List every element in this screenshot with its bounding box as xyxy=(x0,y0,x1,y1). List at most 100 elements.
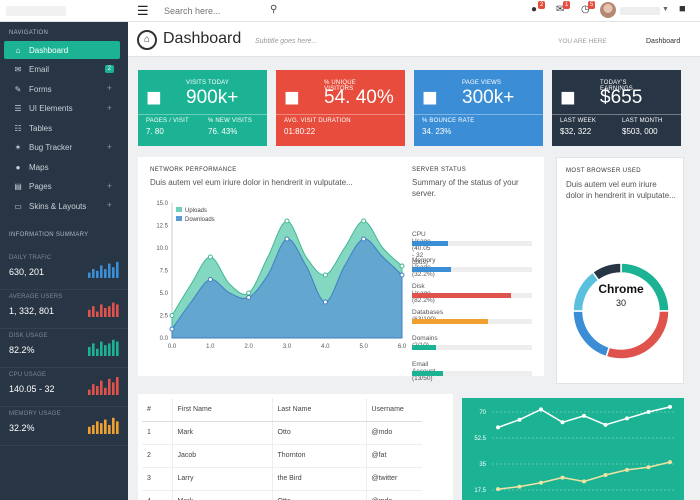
data-point[interactable] xyxy=(322,299,328,305)
legend-swatch xyxy=(176,207,182,212)
table-row[interactable]: 3 Larry the Bird @twitter xyxy=(142,466,422,490)
data-point[interactable] xyxy=(560,475,565,480)
expand-icon[interactable]: + xyxy=(106,200,112,210)
network-performance-panel: NETWORK PERFORMANCE Duis autem vel eum i… xyxy=(138,157,544,382)
x-tick-label: 2.0 xyxy=(244,344,253,350)
data-point[interactable] xyxy=(284,218,290,224)
data-point[interactable] xyxy=(539,407,543,412)
data-point[interactable] xyxy=(207,277,213,282)
sidebar-item-skins-layouts[interactable]: ▭ Skins & Layouts + xyxy=(4,197,120,215)
sidebar-item-forms[interactable]: ✎ Forms + xyxy=(4,80,120,98)
data-point[interactable] xyxy=(322,272,328,278)
sidebar-item-tables[interactable]: ☷ Tables xyxy=(4,119,120,137)
data-point[interactable] xyxy=(496,487,500,492)
chat-icon[interactable]: ■ xyxy=(679,3,686,15)
data-point[interactable] xyxy=(517,484,522,489)
spark-bar xyxy=(104,345,107,356)
clock-icon[interactable]: ◷ xyxy=(581,4,590,15)
breadcrumb[interactable]: Dashboard xyxy=(646,38,681,45)
sidebar-item-ui-elements[interactable]: ☰ UI Elements + xyxy=(4,100,120,118)
data-point[interactable] xyxy=(582,413,586,418)
spark-bar xyxy=(116,261,119,278)
menu-toggle-icon[interactable]: ☰ xyxy=(137,3,149,18)
sidebar-item-label: Email xyxy=(29,65,50,74)
data-point[interactable] xyxy=(625,467,629,472)
envelope-icon[interactable]: ✉ xyxy=(556,4,565,15)
data-point[interactable] xyxy=(361,218,367,224)
user-name-placeholder[interactable] xyxy=(620,7,660,15)
data-point[interactable] xyxy=(207,254,213,260)
data-point[interactable] xyxy=(399,272,405,278)
data-point[interactable] xyxy=(646,410,651,414)
sparkline-bars xyxy=(88,302,119,317)
data-point[interactable] xyxy=(625,416,629,421)
expand-icon[interactable]: + xyxy=(106,180,112,191)
stat-card[interactable]: ■ VISITS TODAY 900k+ PAGES / VISIT 7. 80 % NE… xyxy=(138,70,267,146)
data-point[interactable] xyxy=(603,473,608,477)
data-point[interactable] xyxy=(668,460,672,465)
spark-bar xyxy=(108,306,111,317)
breadcrumb-label: YOU ARE HERE xyxy=(558,38,607,45)
donut-slice[interactable] xyxy=(572,310,611,358)
data-point[interactable] xyxy=(668,404,672,409)
data-point[interactable] xyxy=(582,479,586,484)
brand-logo[interactable] xyxy=(6,6,66,16)
data-point[interactable] xyxy=(246,290,252,296)
table-row[interactable]: 1 Mark Otto @mdo xyxy=(142,420,422,444)
table-header[interactable]: # xyxy=(142,398,172,422)
data-point[interactable] xyxy=(560,420,565,425)
expand-icon[interactable]: + xyxy=(106,141,112,152)
spark-bar xyxy=(116,341,119,356)
data-point[interactable] xyxy=(169,326,175,332)
sidebar-item-bug-tracker[interactable]: ✶ Bug Tracker + xyxy=(4,139,120,157)
card-stat: 76. 43% xyxy=(208,127,238,136)
expand-icon[interactable]: + xyxy=(106,102,112,113)
sidebar-item-email[interactable]: ✉ Email 2 xyxy=(4,61,120,79)
donut-slice[interactable] xyxy=(605,310,670,360)
envelope-icon: ✉ xyxy=(14,65,22,74)
search-input[interactable] xyxy=(157,2,285,20)
info-label: MEMORY USAGE xyxy=(9,411,61,417)
table-header[interactable]: Last Name xyxy=(271,398,366,422)
data-point[interactable] xyxy=(246,295,252,300)
avatar[interactable] xyxy=(600,2,616,18)
card-stat: % NEW VISITS xyxy=(208,118,253,124)
spark-bar xyxy=(88,389,91,395)
spark-bar xyxy=(100,304,103,317)
spark-bar xyxy=(88,347,91,356)
spark-bar xyxy=(116,304,119,317)
sidebar-item-dashboard[interactable]: ⌂ Dashboard xyxy=(4,41,120,59)
data-point[interactable] xyxy=(539,480,543,485)
data-point[interactable] xyxy=(646,465,651,470)
stat-card[interactable]: ■ TODAY'S EARNINGS $655 LAST WEEK $32, 322 LA… xyxy=(552,70,681,146)
stat-card[interactable]: ■ PAGE VIEWS 300k+ % BOUNCE RATE 34. 23% xyxy=(414,70,543,146)
data-point[interactable] xyxy=(496,425,500,430)
spark-bar xyxy=(100,265,103,278)
spark-bar xyxy=(112,267,115,278)
table-cell: Mark xyxy=(171,489,272,500)
table-row[interactable]: 4MarkOtto@mdo xyxy=(142,489,422,500)
spark-bar xyxy=(112,339,115,356)
table-header[interactable]: Username xyxy=(365,398,422,422)
data-point[interactable] xyxy=(603,422,608,427)
data-point[interactable] xyxy=(169,313,175,318)
donut-slice[interactable] xyxy=(591,262,622,282)
sidebar-item-pages[interactable]: ▤ Pages + xyxy=(4,178,120,196)
data-point[interactable] xyxy=(517,417,522,422)
sidebar-item-maps[interactable]: ● Maps xyxy=(4,158,120,176)
expand-icon[interactable]: + xyxy=(106,83,112,93)
data-point[interactable] xyxy=(284,236,290,242)
spark-bar xyxy=(108,378,111,395)
data-point[interactable] xyxy=(361,236,367,242)
x-tick-label: 6.0 xyxy=(398,344,407,350)
table-row[interactable]: 2 Jacob Thornton @fat xyxy=(142,443,422,467)
table-header[interactable]: First Name xyxy=(171,398,272,422)
user-alert-icon[interactable]: ● xyxy=(531,4,538,15)
card-stat: LAST MONTH xyxy=(622,118,663,124)
data-point[interactable] xyxy=(399,263,405,269)
stat-card[interactable]: ■ % UNIQUE VISITORS 54. 40% AVG. VISIT DURA… xyxy=(276,70,405,146)
chevron-down-icon[interactable]: ▼ xyxy=(662,6,669,13)
info-label: CPU USAGE xyxy=(9,372,47,378)
card-stat: 01:80:22 xyxy=(284,127,316,136)
search-icon[interactable]: ⚲ xyxy=(270,4,278,15)
